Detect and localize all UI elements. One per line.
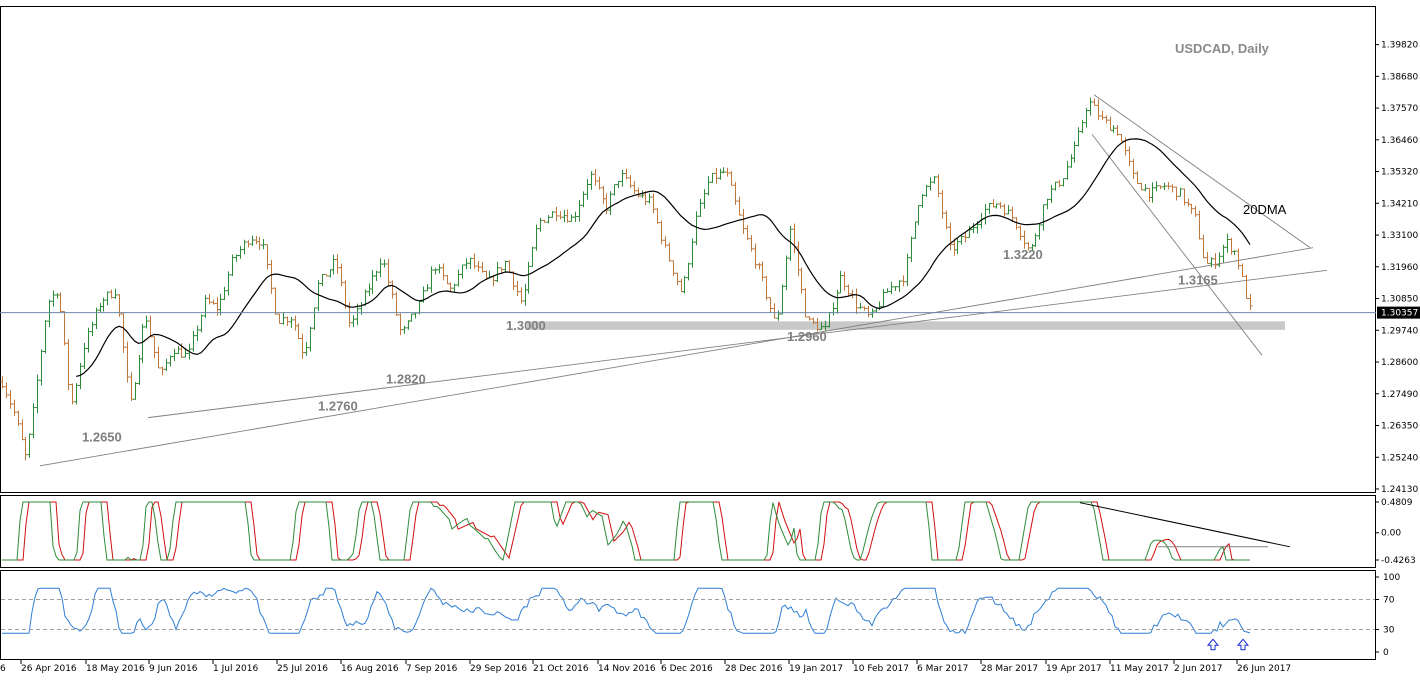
support-zone bbox=[527, 321, 1285, 330]
price-tick-label: 1.37570 bbox=[1381, 104, 1418, 114]
trendlines bbox=[39, 94, 1328, 467]
date-tick-label: 28 Mar 2017 bbox=[981, 664, 1038, 674]
price-bars bbox=[0, 97, 1253, 461]
stoch-main-line bbox=[2, 501, 1250, 561]
trendline-channel-bottom bbox=[1091, 134, 1263, 356]
date-tick-label: 18 May 2016 bbox=[86, 664, 145, 674]
level-label: 1.2760 bbox=[318, 399, 358, 414]
date-tick-label: 1 Jul 2016 bbox=[213, 664, 258, 674]
price-tick-label: 1.27490 bbox=[1381, 390, 1418, 400]
level-label: 1.2650 bbox=[82, 430, 122, 445]
20dma-label: 20DMA bbox=[1243, 202, 1287, 217]
current-price-tag: 1.30357 bbox=[1377, 306, 1420, 319]
rsi-tick-label: 0 bbox=[1383, 648, 1389, 658]
stoch-tick-label: -0.4263 bbox=[1381, 556, 1416, 566]
price-tick-label: 1.26350 bbox=[1381, 422, 1418, 432]
date-tick-label: 10 Feb 2017 bbox=[853, 664, 909, 674]
price-panel-frame bbox=[0, 6, 1376, 493]
rsi-up-arrow-icon bbox=[1206, 638, 1220, 651]
price-tick-label: 1.25240 bbox=[1381, 453, 1418, 463]
date-tick-label: 19 Jan 2017 bbox=[789, 664, 843, 674]
stoch-trendline bbox=[1079, 502, 1291, 548]
date-tick-label: 11 May 2017 bbox=[1110, 664, 1169, 674]
chart-title: USDCAD, Daily bbox=[1175, 41, 1270, 56]
trendline-long-support bbox=[39, 247, 1314, 467]
date-axis: 26 Apr 2016 18 May 2016 9 Jun 2016 1 Jul 20… bbox=[20, 660, 1291, 674]
rsi-line bbox=[2, 587, 1251, 635]
current-price-value: 1.30357 bbox=[1381, 309, 1418, 319]
date-tick-label: 19 Apr 2017 bbox=[1046, 664, 1102, 674]
trendline-support-2016 bbox=[147, 269, 1328, 419]
price-tick-label: 1.35320 bbox=[1381, 168, 1418, 178]
date-tick-label: 2 Jun 2017 bbox=[1174, 664, 1222, 674]
price-tick-label: 1.34210 bbox=[1381, 199, 1418, 209]
price-tick-label: 1.38680 bbox=[1381, 72, 1418, 82]
rsi-tick-label: 30 bbox=[1383, 626, 1395, 636]
rsi-panel-frame bbox=[0, 570, 1376, 660]
trendline-channel-top bbox=[1093, 94, 1311, 249]
date-tick-label: 26 Jun 2017 bbox=[1237, 664, 1291, 674]
date-tick-label: 21 Oct 2016 bbox=[533, 664, 589, 674]
price-tick-label: 1.31960 bbox=[1381, 263, 1418, 273]
price-tick-label: 1.39820 bbox=[1381, 41, 1418, 51]
rsi-indicator bbox=[2, 587, 1251, 651]
price-tick-label: 1.28600 bbox=[1381, 358, 1418, 368]
date-tick-label: 29 Sep 2016 bbox=[470, 664, 527, 674]
panel-frames bbox=[0, 6, 1376, 660]
date-tick-label: 26 Apr 2016 bbox=[21, 664, 77, 674]
date-tick-label: 14 Nov 2016 bbox=[598, 664, 656, 674]
date-tick-label: 28 Dec 2016 bbox=[725, 664, 783, 674]
level-labels: 1.2650 1.2760 1.2820 1.3000 1.2960 1.3220 1.31… bbox=[82, 247, 1218, 445]
level-label: 1.3220 bbox=[1003, 247, 1043, 262]
rsi-tick-label: 100 bbox=[1383, 573, 1400, 583]
rsi-axis: 100 70 30 0 bbox=[1, 573, 1400, 658]
rsi-tick-label: 70 bbox=[1383, 596, 1395, 606]
date-tick-label: 6 Mar 2017 bbox=[917, 664, 968, 674]
date-tick-label: 16 Aug 2016 bbox=[341, 664, 399, 674]
stochastic-axis: 0.4809 0.00 -0.4263 bbox=[1375, 498, 1416, 566]
stoch-tick-label: 0.4809 bbox=[1381, 498, 1413, 508]
level-label: 1.3000 bbox=[506, 318, 546, 333]
price-tick-label: 1.29740 bbox=[1381, 326, 1418, 336]
price-tick-label: 1.30850 bbox=[1381, 295, 1418, 305]
level-label: 1.2820 bbox=[386, 372, 426, 387]
date-tick-label: 6 Dec 2016 bbox=[661, 664, 713, 674]
date-tick-label: 9 Jun 2016 bbox=[149, 664, 198, 674]
date-tick-label: 7 Sep 2016 bbox=[406, 664, 458, 674]
price-tick-label: 1.24130 bbox=[1381, 485, 1418, 495]
price-axis: 1.39820 1.38680 1.37570 1.36460 1.35320 1.342… bbox=[1375, 41, 1418, 495]
stochastic-oscillator bbox=[2, 501, 1291, 561]
stochastic-panel-frame bbox=[0, 495, 1376, 568]
price-tick-label: 1.36460 bbox=[1381, 136, 1418, 146]
level-label: 1.2960 bbox=[787, 329, 827, 344]
level-label: 1.3165 bbox=[1178, 272, 1218, 287]
date-tick-label: 25 Jul 2016 bbox=[277, 664, 328, 674]
date-tick-partial: 6 bbox=[0, 664, 6, 674]
price-tick-label: 1.33100 bbox=[1381, 231, 1418, 241]
stoch-tick-label: 0.00 bbox=[1381, 529, 1401, 539]
20dma-line bbox=[75, 138, 1251, 377]
rsi-up-arrow-icon bbox=[1236, 638, 1250, 651]
